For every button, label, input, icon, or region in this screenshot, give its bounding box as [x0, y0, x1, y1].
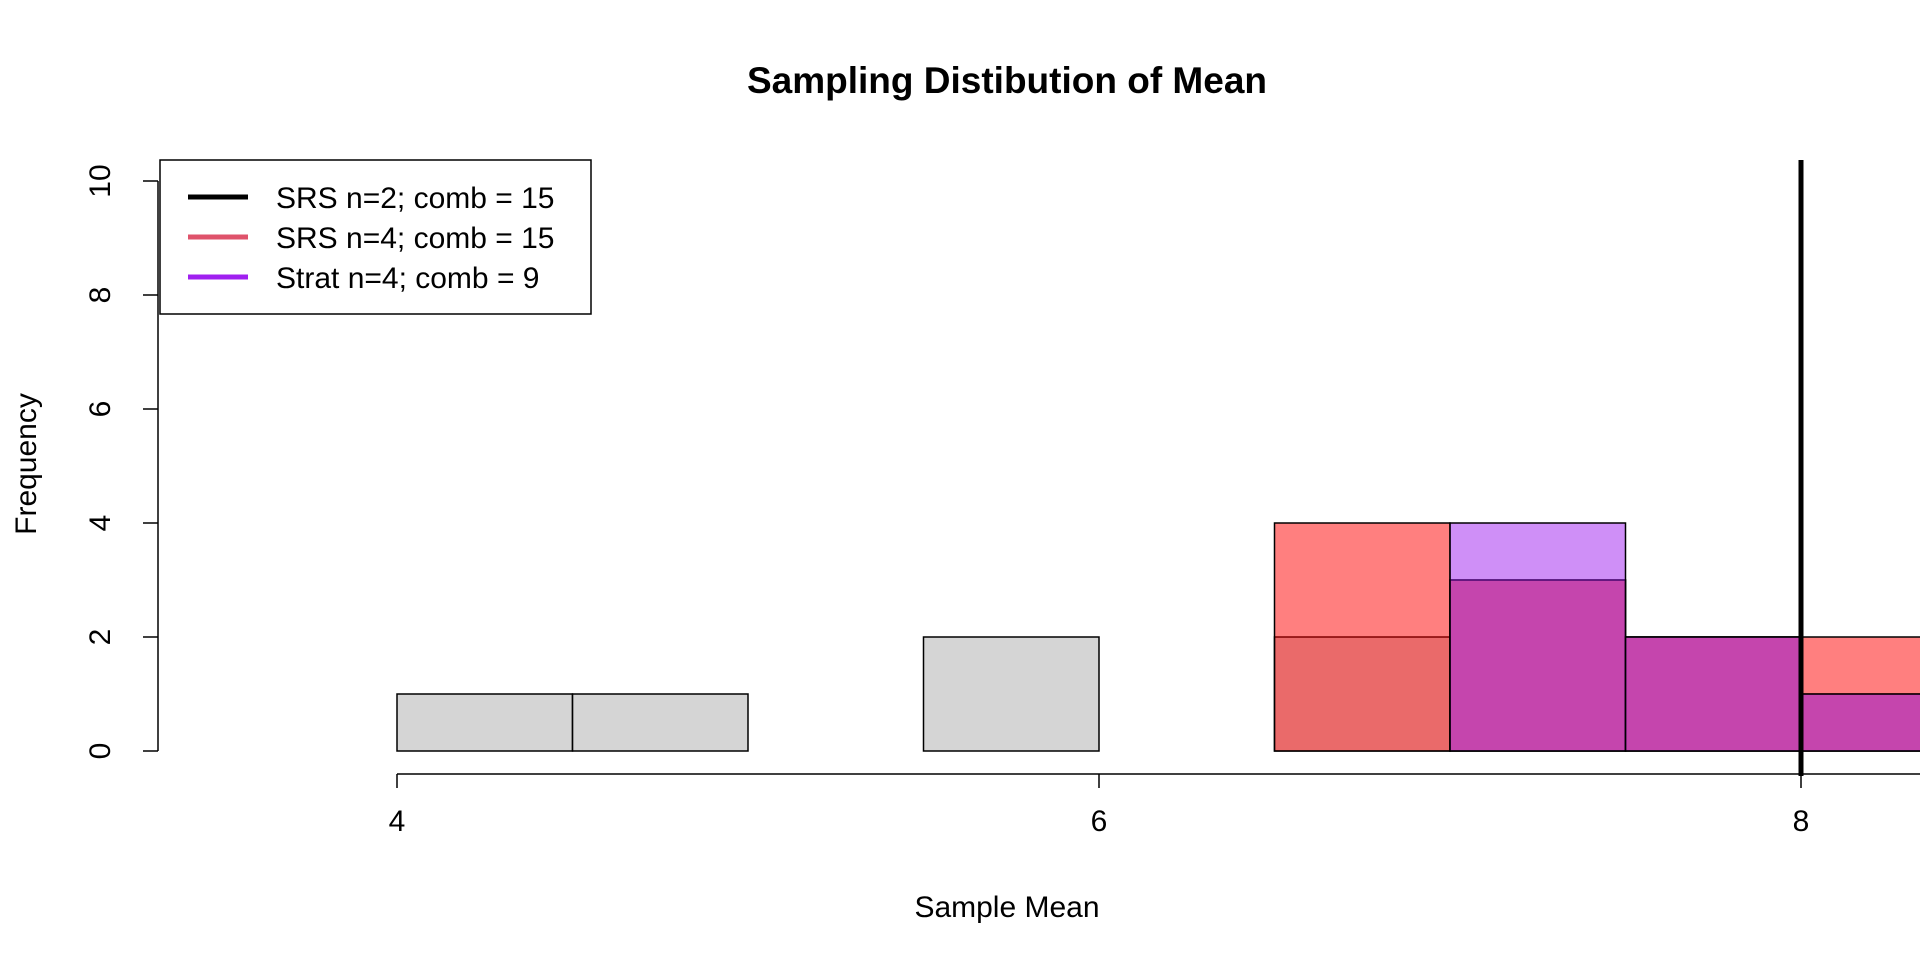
- y-tick-label-0: 0: [84, 743, 117, 760]
- legend-label-srs-n4: SRS n=4; comb = 15: [276, 222, 555, 255]
- chart-title: Sampling Distibution of Mean: [747, 60, 1267, 101]
- bar-series0-bin1: [571, 693, 749, 752]
- legend: SRS n=2; comb = 15 SRS n=4; comb = 15 St…: [159, 159, 592, 315]
- x-tick-label-8: 8: [1793, 805, 1810, 838]
- x-axis-label: Sample Mean: [914, 891, 1099, 924]
- bar-series2-bin1: [1624, 636, 1802, 752]
- legend-label-srs-n2: SRS n=2; comb = 15: [276, 182, 555, 215]
- bar-series2-bin2: [1800, 693, 1920, 752]
- bar-series1-bin0: [1273, 522, 1451, 752]
- y-axis: 0 2 4 6 8 10: [84, 164, 159, 760]
- y-tick-label-2: 2: [84, 629, 117, 646]
- x-tick-label-6: 6: [1091, 805, 1108, 838]
- y-tick-label-6: 6: [84, 401, 117, 418]
- y-tick-label-8: 8: [84, 287, 117, 304]
- bar-series0-bin2: [922, 636, 1100, 752]
- x-axis: 4681012: [389, 773, 1920, 838]
- y-tick-label-4: 4: [84, 515, 117, 532]
- legend-label-strat-n4: Strat n=4; comb = 9: [276, 262, 539, 295]
- bar-series0-bin0: [396, 693, 574, 752]
- x-tick-label-4: 4: [389, 805, 406, 838]
- y-tick-label-10: 10: [84, 164, 117, 197]
- bar-series2-bin0: [1449, 522, 1627, 752]
- histogram-bars: [396, 522, 1920, 752]
- y-axis-label: Frequency: [10, 393, 43, 535]
